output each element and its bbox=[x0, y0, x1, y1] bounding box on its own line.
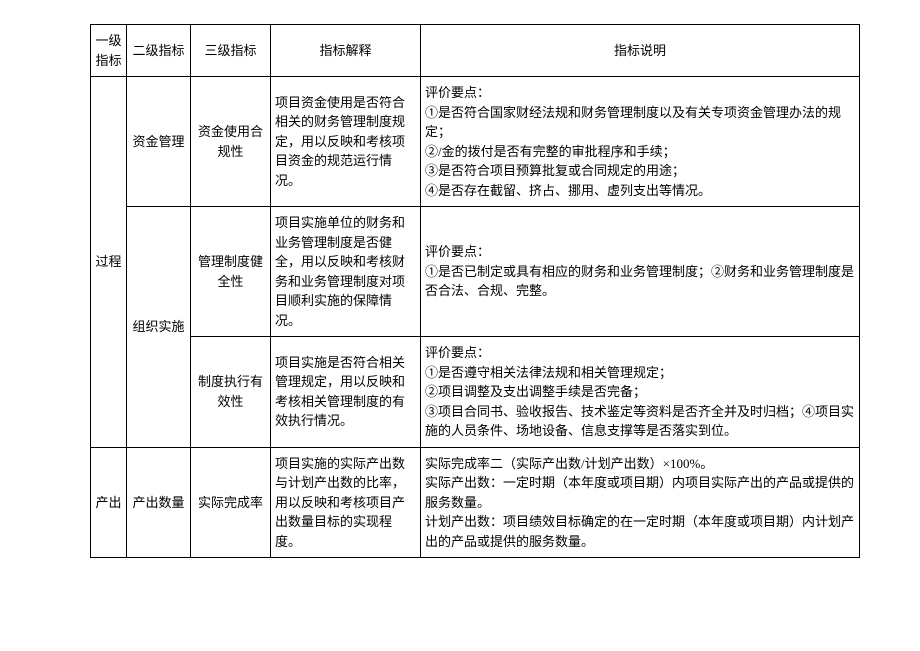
table-row: 制度执行有效性 项目实施是否符合相关管理规定，用以反映和考核相关管理制度的有效执… bbox=[91, 337, 860, 448]
cell-interp: 项目资金使用是否符合相关的财务管理制度规定，用以反映和考核项目资金的规范运行情况… bbox=[271, 77, 421, 207]
header-lvl3: 三级指标 bbox=[191, 25, 271, 77]
header-interp: 指标解释 bbox=[271, 25, 421, 77]
cell-desc: 评价要点：①是否符合国家财经法规和财务管理制度以及有关专项资金管理办法的规定；②… bbox=[421, 77, 860, 207]
cell-lvl3: 管理制度健全性 bbox=[191, 207, 271, 337]
cell-lvl3: 实际完成率 bbox=[191, 447, 271, 558]
header-lvl2: 二级指标 bbox=[127, 25, 191, 77]
header-desc: 指标说明 bbox=[421, 25, 860, 77]
cell-lvl1: 过程 bbox=[91, 77, 127, 448]
cell-lvl3: 制度执行有效性 bbox=[191, 337, 271, 448]
cell-interp: 项目实施是否符合相关管理规定，用以反映和考核相关管理制度的有效执行情况。 bbox=[271, 337, 421, 448]
cell-interp: 项目实施单位的财务和业务管理制度是否健全，用以反映和考核财务和业务管理制度对项目… bbox=[271, 207, 421, 337]
header-lvl1: 一级指标 bbox=[91, 25, 127, 77]
cell-lvl2: 资金管理 bbox=[127, 77, 191, 207]
table-row: 组织实施 管理制度健全性 项目实施单位的财务和业务管理制度是否健全，用以反映和考… bbox=[91, 207, 860, 337]
indicator-table: 一级指标 二级指标 三级指标 指标解释 指标说明 过程 资金管理 资金使用合规性… bbox=[90, 24, 860, 558]
table-row: 产出 产出数量 实际完成率 项目实施的实际产出数与计划产出数的比率，用以反映和考… bbox=[91, 447, 860, 558]
cell-lvl2: 组织实施 bbox=[127, 207, 191, 448]
cell-desc: 评价要点：①是否已制定或具有相应的财务和业务管理制度；②财务和业务管理制度是否合… bbox=[421, 207, 860, 337]
cell-desc: 评价要点：①是否遵守相关法律法规和相关管理规定；②项目调整及支出调整手续是否完备… bbox=[421, 337, 860, 448]
table-row: 过程 资金管理 资金使用合规性 项目资金使用是否符合相关的财务管理制度规定，用以… bbox=[91, 77, 860, 207]
cell-lvl2: 产出数量 bbox=[127, 447, 191, 558]
cell-lvl1: 产出 bbox=[91, 447, 127, 558]
cell-desc: 实际完成率二（实际产出数/计划产出数）×100%。实际产出数：一定时期（本年度或… bbox=[421, 447, 860, 558]
cell-lvl3: 资金使用合规性 bbox=[191, 77, 271, 207]
table-header-row: 一级指标 二级指标 三级指标 指标解释 指标说明 bbox=[91, 25, 860, 77]
cell-interp: 项目实施的实际产出数与计划产出数的比率，用以反映和考核项目产出数量目标的实现程度… bbox=[271, 447, 421, 558]
